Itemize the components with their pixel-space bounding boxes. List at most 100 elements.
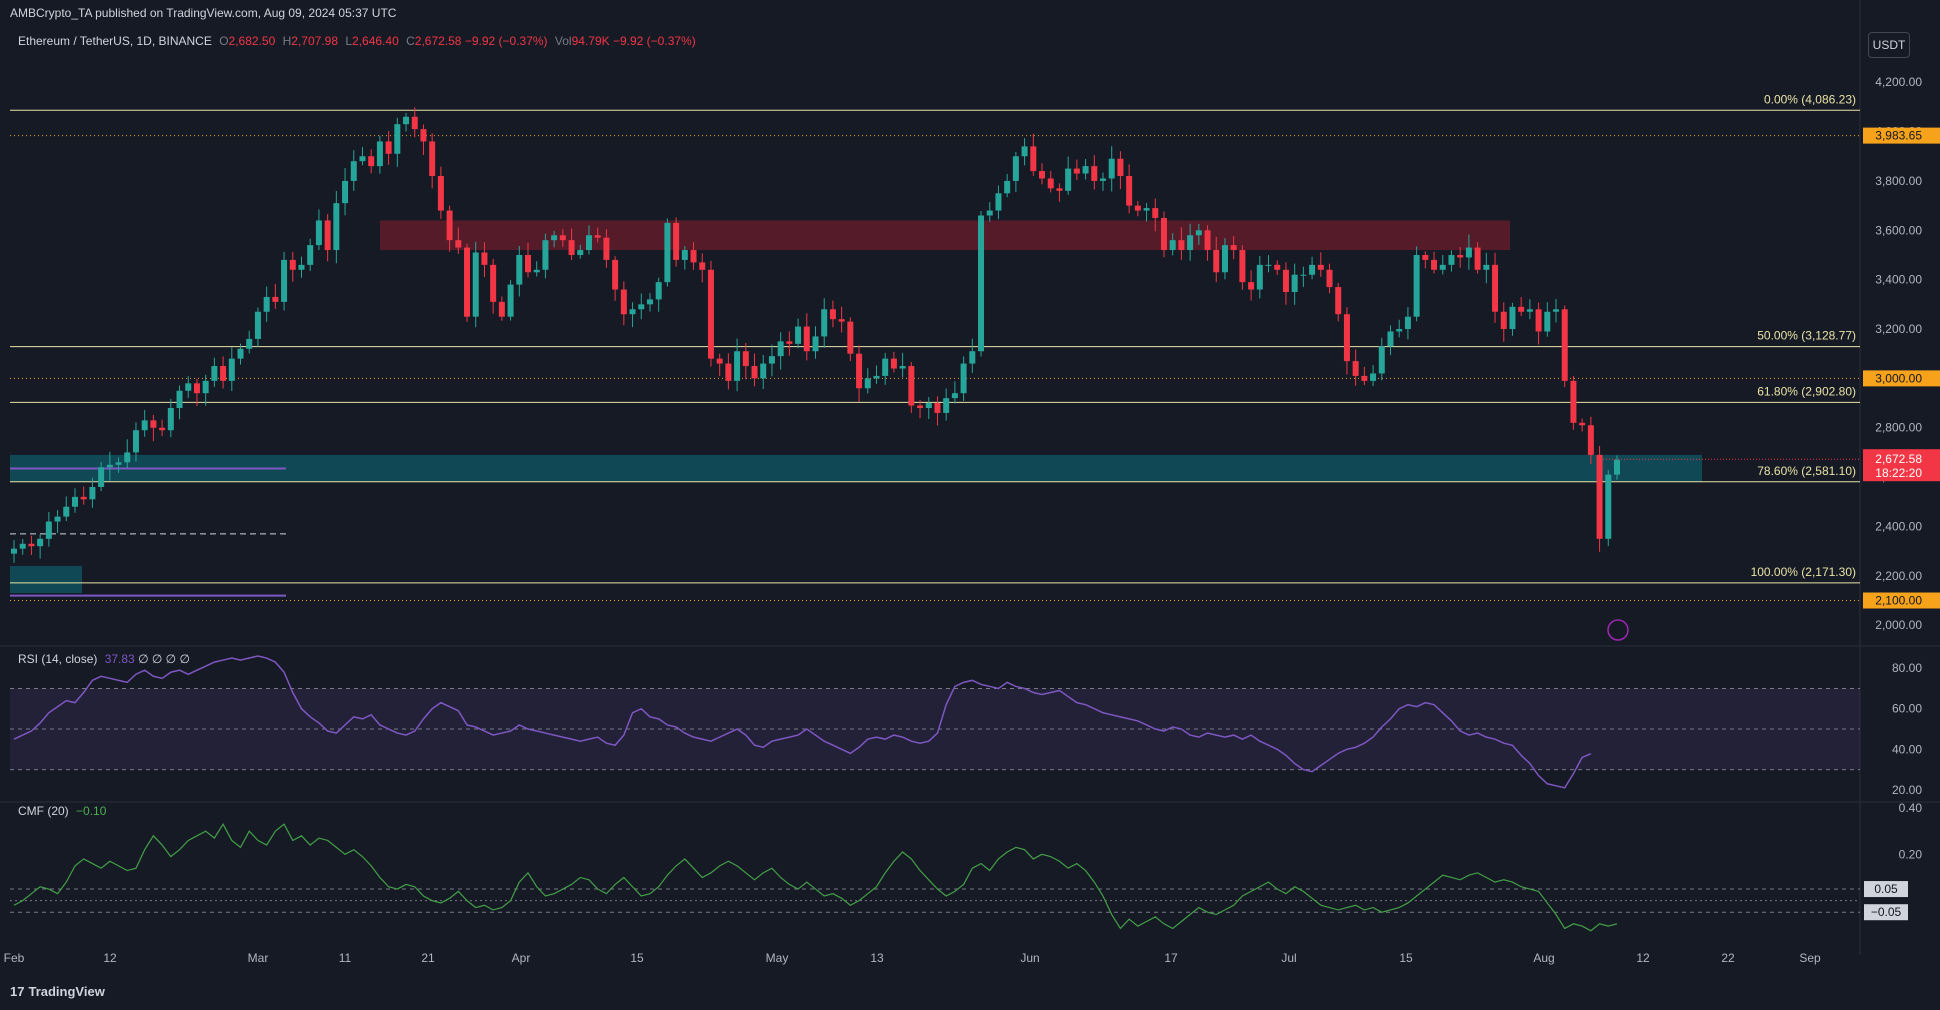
price-axis-tick: 2,800.00 [1875,421,1922,435]
candle-body [167,408,174,431]
candle-body [734,351,741,381]
candle-body [925,403,932,408]
candle-body [1291,274,1298,292]
candle-body [132,430,139,453]
candle-body [1056,188,1063,191]
candle-body [899,366,906,369]
low-value: 2,646.40 [352,34,399,48]
candle-body [333,203,340,251]
candle-body [795,326,802,344]
candle-body [315,220,322,246]
candle-body [1204,230,1211,251]
cmf-legend: CMF (20) −0.10 [18,804,106,818]
candle-body [1370,373,1377,381]
candle-body [307,245,314,265]
price-label-text: 2,100.00 [1875,594,1922,608]
candle-body [890,358,897,369]
candle-body [1195,230,1202,236]
candle-body [908,366,915,406]
candle-body [1326,269,1333,288]
candle-body [934,403,941,413]
candle-body [1047,178,1054,189]
rsi-axis-tick: 80.00 [1892,661,1922,675]
candle-body [533,269,540,273]
publisher-line: AMBCrypto_TA published on TradingView.co… [10,6,397,20]
rsi-placeholder: ∅ [151,652,163,666]
time-axis-label: May [766,951,789,965]
candle-body [1039,171,1046,179]
candle-body [1587,425,1594,455]
time-axis-label: 15 [1399,951,1413,965]
candle-body [1579,422,1586,426]
candle-body [455,240,462,248]
candle-body [760,363,767,379]
candle-body [498,301,505,317]
candle-body [995,193,1002,211]
candle-body [159,427,166,431]
candle-body [1387,331,1394,347]
currency-button[interactable]: USDT [1868,32,1910,58]
candle-body [559,235,566,241]
candle-body [525,254,532,273]
candle-body [612,259,619,290]
candle-body [45,521,52,539]
volume-value: 94.79K [571,34,610,48]
candle-body [54,516,61,522]
cmf-line [13,823,1618,932]
candle-body [446,210,453,241]
candle-body [141,420,148,431]
candle-body [237,348,244,359]
rsi-legend: RSI (14, close) 37.83 ∅ ∅ ∅ ∅ [18,652,190,666]
candle-body [864,378,871,389]
candle-body [1012,156,1019,181]
candle-body [19,543,26,549]
candle-body [385,141,392,154]
tradingview-logo: 17 TradingView [10,984,105,999]
candle-body [1187,235,1194,251]
candle-body [481,252,488,265]
symbol-legend: Ethereum / TetherUS, 1D, BINANCE O2,682.… [18,34,696,48]
candle-body [1605,474,1612,539]
tradingview-logo-icon: 17 [10,984,25,999]
high-value: 2,707.98 [291,34,338,48]
last-price-text: 2,672.58 [1875,452,1922,466]
candle-body [856,353,863,389]
price-label-box [1863,370,1940,387]
candle-body [1065,168,1072,191]
candle-body [1160,217,1167,251]
candle-body [1404,316,1411,330]
candle-body [603,237,610,260]
candle-body [1248,282,1255,290]
lightning-icon [1607,619,1629,641]
candle-body [464,247,471,317]
demand-zone [10,454,1702,483]
candle-body [1526,309,1533,312]
cmf-value: −0.10 [76,804,107,818]
time-axis-label: 17 [1164,951,1178,965]
candle-body [472,252,479,317]
time-axis-label: 13 [870,951,884,965]
time-axis-label: Mar [248,951,269,965]
candle-body [1265,264,1272,266]
candle-body [1596,454,1603,539]
candle-body [838,319,845,322]
candle-body [681,250,688,260]
candle-body [359,156,366,162]
demand-zone-old [10,565,82,594]
candle-body [821,309,828,337]
rsi-axis-tick: 40.00 [1892,742,1922,756]
fib-level-label: 0.00% (4,086.23) [1764,92,1856,106]
candle-body [1535,309,1542,332]
candle-body [1282,269,1289,292]
candle-body [786,341,793,344]
fib-level-label: 61.80% (2,902.80) [1757,384,1856,398]
price-axis-tick: 3,800.00 [1875,174,1922,188]
candle-body [411,116,418,130]
candle-body [1021,146,1028,157]
countdown-text: 18:22:20 [1875,466,1922,480]
candle-body [98,467,105,487]
time-axis-label: 22 [1721,951,1735,965]
candle-body [150,420,157,428]
candle-body [646,299,653,305]
